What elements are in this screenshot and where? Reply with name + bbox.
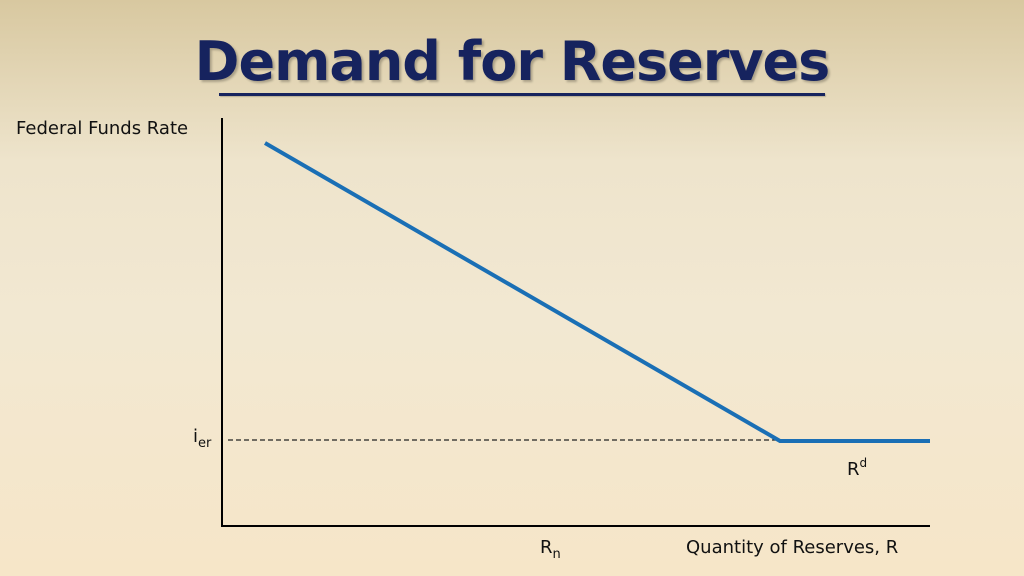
ier-label: ier [193,426,211,451]
ier-label-sub: er [198,436,212,451]
rn-label-main: R [540,537,553,558]
curve-label-main: R [847,459,860,480]
x-axis-label: Quantity of Reserves, R [686,537,899,558]
demand-curve [263,141,930,443]
curve-label: Rd [847,456,868,480]
ier-label-main: i [193,426,199,447]
title-underline [219,93,825,96]
rn-label-sub: n [552,547,561,562]
y-axis-label: Federal Funds Rate [16,118,189,139]
rn-label: Rn [540,537,561,562]
slide-title: Demand for Reserves [194,30,831,93]
curve-label-sup: d [859,456,868,470]
